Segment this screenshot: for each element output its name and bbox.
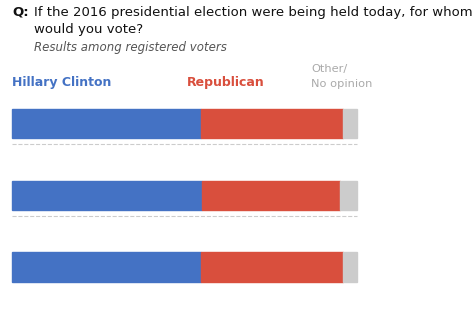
Text: 55%: 55% [12,185,46,199]
Text: If the 2016 presidential election were being held today, for whom: If the 2016 presidential election were b… [35,6,473,19]
Text: Results among registered voters: Results among registered voters [35,40,228,53]
Text: 4%: 4% [330,257,351,270]
Text: Other/: Other/ [311,64,347,74]
Text: 5%: 5% [330,185,351,198]
Bar [12,180,202,210]
Bar [343,252,357,281]
Text: 40%: 40% [236,185,266,198]
Text: No opinion: No opinion [311,78,373,89]
Bar [201,252,343,281]
Bar [343,108,357,138]
Text: Rand Paul: Rand Paul [187,257,253,270]
Text: Hillary Clinton: Hillary Clinton [12,76,112,89]
Text: 54%: 54% [12,257,46,271]
Text: 41%: 41% [223,113,254,126]
Bar [201,108,343,138]
Bar [202,180,340,210]
Bar [340,180,357,210]
Text: 4%: 4% [330,113,351,126]
Text: Jeb Bush: Jeb Bush [187,113,245,126]
Text: 54%: 54% [12,113,46,127]
Bar [12,252,201,281]
Text: Mitt Romney: Mitt Romney [187,185,270,198]
Bar [12,108,201,138]
Text: Q:: Q: [12,6,29,19]
Text: would you vote?: would you vote? [35,23,144,36]
Text: 41%: 41% [228,257,257,270]
Text: Republican: Republican [187,76,264,89]
